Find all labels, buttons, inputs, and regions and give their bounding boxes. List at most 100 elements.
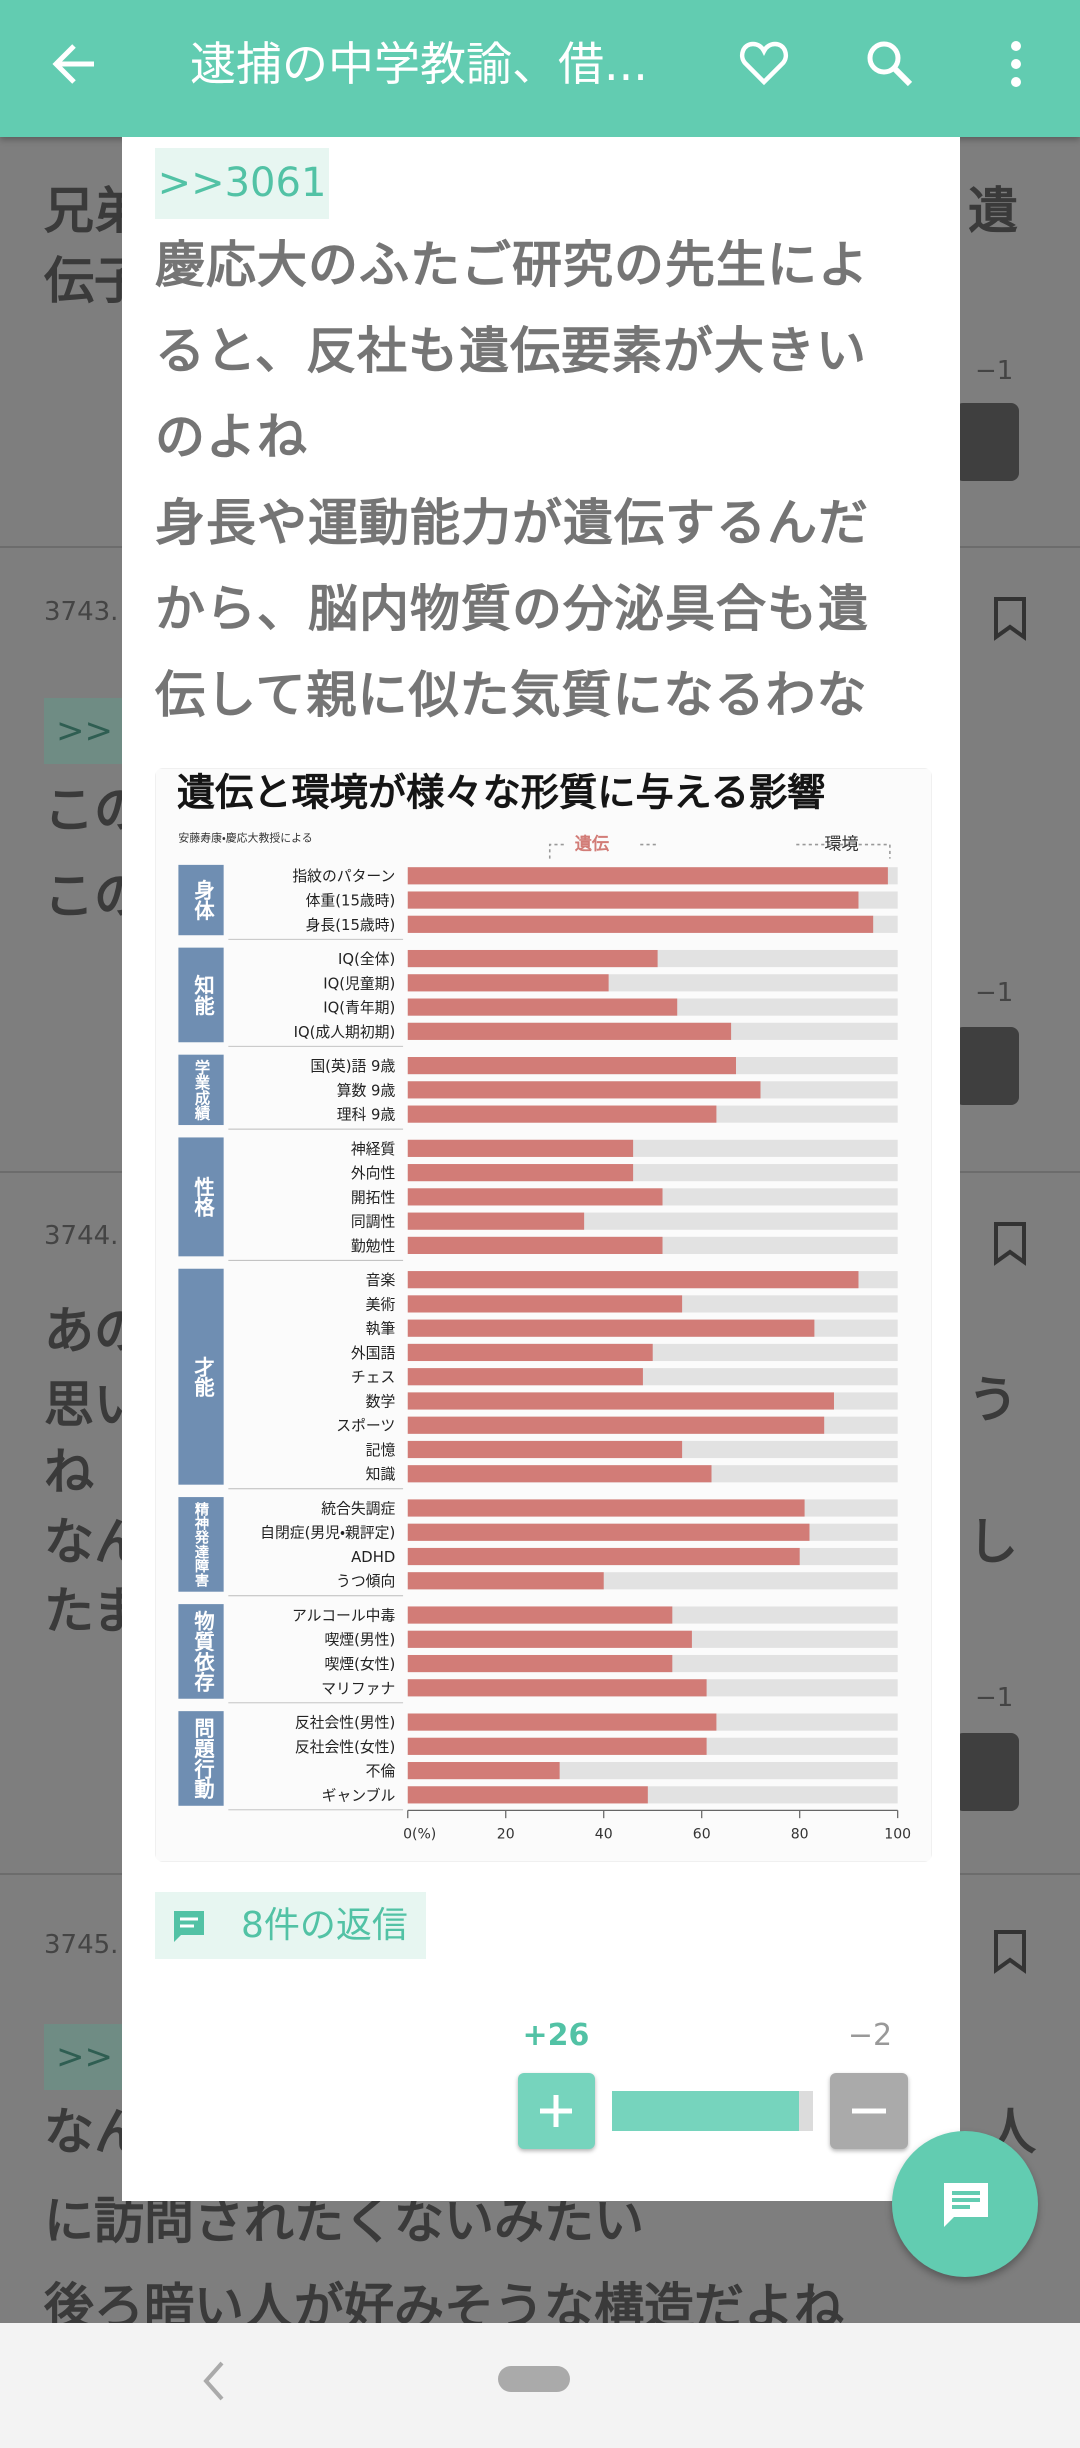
bar [407,1271,859,1289]
category-label: IQ(児童期) [323,975,395,992]
category-label: 音楽 [366,1272,396,1289]
bg-bookmark [994,1222,1026,1266]
bar [407,1392,834,1410]
menu-button[interactable] [1004,38,1028,90]
nav-bar [0,2323,1080,2448]
post-line: から、脳内物質の分泌具合も遺 [155,580,869,638]
group-label: 物質依存 [191,1610,216,1692]
post-line: 身長や運動能力が遺伝するんだ [155,494,869,552]
compose-fab[interactable] [892,2131,1038,2277]
bar [407,1440,683,1459]
bar [407,998,678,1016]
category-label: 数学 [366,1393,396,1410]
bar [407,949,658,968]
group-label: 問題行動 [191,1718,216,1800]
search-button[interactable] [864,38,916,90]
bar [407,1343,653,1362]
x-tick-label: 20 [497,1826,515,1842]
bar [407,1022,732,1040]
category-label: 喫煙(男性) [324,1632,395,1649]
bar [407,1499,805,1517]
category-label: 自閉症(男児・親評定) [260,1525,395,1542]
category-label: 勤勉性 [351,1238,396,1255]
bg-text: 3744. [44,1221,119,1251]
bg-text: 遺 [968,182,1018,240]
category-label: 身長(15歳時) [306,917,396,934]
back-button[interactable] [48,38,100,90]
category-label: ADHD [351,1549,395,1566]
bg-text: 3745. [44,1930,119,1960]
bg-chip: >> [44,698,124,764]
bar [407,915,874,933]
category-label: 体重(15歳時) [306,893,396,910]
minus-icon [852,2108,886,2114]
upvote-button[interactable] [518,2073,595,2149]
chart-subtitle: 安藤寿康・慶応大教授による [178,830,312,844]
category-label: 外向性 [351,1165,396,1182]
bar [407,891,859,909]
group-label: 精神発達障害 [193,1500,210,1587]
bar [407,1630,692,1648]
category-label: 知識 [366,1466,396,1483]
bar [407,867,888,885]
group-label: 性格 [191,1175,215,1217]
bg-text: に訪問されたくないみたい [44,2192,644,2250]
comment-icon [174,1911,204,1942]
legend-label: 遺伝 [575,833,610,854]
category-label: 美術 [366,1296,396,1313]
bar [407,1572,604,1590]
bar [407,1679,707,1697]
bg-text: −1 [975,356,1014,386]
group-label: 学業成績 [193,1059,212,1122]
category-label: 喫煙(女性) [324,1656,395,1673]
bar [407,1416,825,1434]
upvote-count: +26 [522,2018,590,2053]
bg-text: う [968,1371,1018,1429]
bg-text: し [968,1513,1018,1571]
bar [407,1523,810,1541]
group-box [178,1604,224,1699]
bar [407,1057,737,1075]
nav-home[interactable] [498,2366,570,2392]
bar [407,1654,673,1673]
x-tick-label: 60 [693,1826,711,1842]
reply-to-chip[interactable]: >>3061 [155,148,329,219]
category-label: IQ(全体) [338,951,395,968]
category-label: マリファナ [321,1680,395,1697]
downvote-button[interactable] [830,2073,908,2149]
post-line: 伝して親に似た気質になるわな [155,666,868,724]
replies-button[interactable]: 8件の返信 [155,1892,426,1959]
app-title: 逮捕の中学教諭、借... [190,37,648,91]
bar [407,1105,717,1123]
bar [407,1188,663,1206]
chart-image: 遺伝と環境が様々な形質に与える影響 安藤寿康・慶応大教授による 遺伝 環境 指紋… [155,768,932,1862]
bar [407,1547,800,1566]
x-tick-label: 0(%) [403,1826,436,1842]
category-label: 神経質 [351,1140,396,1158]
legend-label: 環境 [824,834,858,854]
bg-bookmark [994,597,1026,641]
bar [407,1368,643,1386]
x-tick-label: 40 [595,1826,613,1842]
bg-text: ね [44,1443,94,1501]
group-label: 身体 [191,879,215,921]
post-line: のよね [155,408,308,466]
bg-text: 3743. [44,597,119,627]
vote-ratio-fill [612,2091,799,2131]
category-label: 同調性 [351,1214,396,1231]
group-label: 知能 [191,974,215,1016]
bar [407,974,609,992]
replies-label: 8件の返信 [241,1905,408,1946]
category-label: うつ傾向 [336,1573,395,1590]
group-box [178,947,224,1043]
category-label: スポーツ [336,1418,395,1435]
category-label: 執筆 [366,1321,396,1338]
bar [407,1465,712,1483]
app-bar: 逮捕の中学教諭、借... [0,0,1080,137]
x-tick-label: 100 [884,1826,911,1842]
nav-back[interactable] [198,2359,230,2403]
favorite-button[interactable] [737,38,791,88]
bar [407,1139,634,1157]
